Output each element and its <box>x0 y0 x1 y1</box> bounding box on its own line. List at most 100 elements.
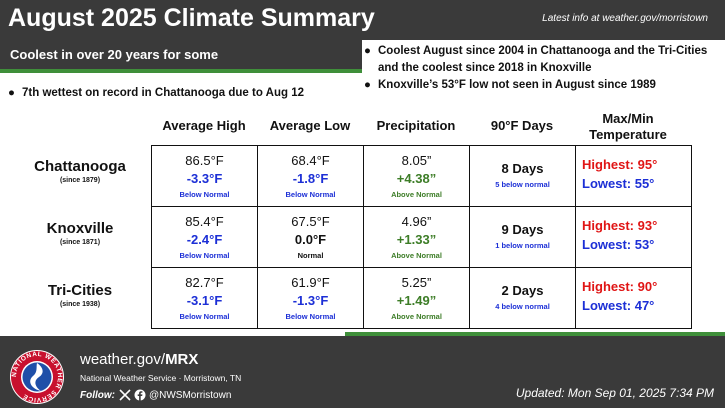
maxmin-cell: Highest: 95° Lowest: 55° <box>575 145 692 207</box>
value: 8.05” <box>401 153 432 168</box>
office-name: National Weather Service · Morristown, T… <box>80 373 242 383</box>
social-follow: Follow: @NWSMorristown <box>80 389 231 401</box>
days90-cell: 8 Days 5 below normal <box>469 145 576 207</box>
avg-high-cell: 82.7°F -3.1°F Below Normal <box>151 267 258 329</box>
status: Above Normal <box>391 251 442 260</box>
value: 82.7°F <box>185 275 224 290</box>
avg-high-cell: 86.5°F -3.3°F Below Normal <box>151 145 258 207</box>
bullet-symbol: ● <box>8 87 15 99</box>
highlight-text: 7th wettest on record in Chattanooga due… <box>22 87 304 99</box>
lowest-temp: Lowest: 55° <box>582 176 655 191</box>
row-label-knoxville: Knoxville (since 1871) <box>20 220 140 248</box>
lowest-temp: Lowest: 53° <box>582 237 655 252</box>
footer-bar <box>0 336 725 408</box>
value: 8 Days <box>501 161 544 176</box>
status: Below Normal <box>285 312 336 321</box>
highlight-item: ● Coolest August since 2004 in Chattanoo… <box>364 43 722 77</box>
status: Normal <box>297 251 324 260</box>
avg-low-cell: 61.9°F -1.3°F Below Normal <box>257 267 364 329</box>
column-header-max-min: Max/Min Temperature <box>589 111 667 142</box>
value: 85.4°F <box>185 214 224 229</box>
departure: +1.33” <box>396 232 437 247</box>
x-icon[interactable] <box>119 389 131 401</box>
days90-cell: 9 Days 1 below normal <box>469 206 576 268</box>
footer-accent-stripe <box>345 332 725 336</box>
updated-timestamp: Updated: Mon Sep 01, 2025 7:34 PM <box>515 386 714 400</box>
status: Above Normal <box>391 312 442 321</box>
departure: +1.49” <box>396 293 437 308</box>
column-header-average-low: Average Low <box>269 118 351 133</box>
precip-cell: 8.05” +4.38” Above Normal <box>363 145 470 207</box>
record-since: (since 1871) <box>59 239 101 246</box>
bullet-symbol: ● <box>364 79 371 91</box>
table-row: 82.7°F -3.1°F Below Normal 61.9°F -1.3°F… <box>151 267 692 329</box>
avg-low-cell: 67.5°F 0.0°F Normal <box>257 206 364 268</box>
value: 9 Days <box>501 222 544 237</box>
precip-cell: 4.96” +1.33” Above Normal <box>363 206 470 268</box>
avg-high-cell: 85.4°F -2.4°F Below Normal <box>151 206 258 268</box>
office-website[interactable]: weather.gov/MRX <box>80 351 198 368</box>
highest-temp: Highest: 95° <box>582 157 658 172</box>
facebook-icon[interactable] <box>134 389 146 401</box>
highest-temp: Highest: 90° <box>582 279 658 294</box>
value: 67.5°F <box>291 214 330 229</box>
status: Below Normal <box>285 190 336 199</box>
column-header-average-high: Average High <box>162 118 246 133</box>
climate-table: 86.5°F -3.3°F Below Normal 68.4°F -1.8°F… <box>151 145 692 329</box>
value: 5.25” <box>401 275 432 290</box>
subtitle-bar <box>0 40 362 69</box>
note: 4 below normal <box>495 302 550 311</box>
follow-label: Follow: <box>80 389 115 401</box>
subtitle-accent-stripe <box>0 69 362 73</box>
value: 61.9°F <box>291 275 330 290</box>
status: Below Normal <box>179 251 230 260</box>
page-title: August 2025 Climate Summary <box>8 4 375 32</box>
maxmin-cell: Highest: 90° Lowest: 47° <box>575 267 692 329</box>
maxmin-cell: Highest: 93° Lowest: 53° <box>575 206 692 268</box>
value: 2 Days <box>501 283 544 298</box>
city-name: Chattanooga <box>34 158 126 175</box>
column-header-90f-days: 90°F Days <box>490 118 554 133</box>
latest-info-text: Latest info at weather.gov/morristown <box>542 13 708 24</box>
value: 86.5°F <box>185 153 224 168</box>
row-label-tri-cities: Tri-Cities (since 1938) <box>20 282 140 310</box>
departure: +4.38” <box>396 171 437 186</box>
highlight-item: ● 7th wettest on record in Chattanooga d… <box>8 87 304 99</box>
highlight-text: Coolest August since 2004 in Chattanooga… <box>378 45 708 74</box>
record-since: (since 1879) <box>59 177 101 184</box>
departure: -3.3°F <box>186 171 223 186</box>
subtitle: Coolest in over 20 years for some <box>10 47 219 62</box>
table-row: 86.5°F -3.3°F Below Normal 68.4°F -1.8°F… <box>151 145 692 207</box>
value: 68.4°F <box>291 153 330 168</box>
site-prefix: weather.gov/ <box>80 351 166 368</box>
note: 5 below normal <box>495 180 550 189</box>
status: Above Normal <box>391 190 442 199</box>
record-since: (since 1938) <box>59 301 101 308</box>
value: 4.96” <box>401 214 432 229</box>
lowest-temp: Lowest: 47° <box>582 298 655 313</box>
highlight-text: Knoxville’s 53°F low not seen in August … <box>378 79 656 91</box>
highest-temp: Highest: 93° <box>582 218 658 233</box>
bullet-symbol: ● <box>364 45 371 57</box>
departure: 0.0°F <box>294 232 327 247</box>
city-name: Knoxville <box>46 220 114 237</box>
site-office: MRX <box>165 351 199 368</box>
table-row: 85.4°F -2.4°F Below Normal 67.5°F 0.0°F … <box>151 206 692 268</box>
days90-cell: 2 Days 4 below normal <box>469 267 576 329</box>
status: Below Normal <box>179 312 230 321</box>
departure: -1.8°F <box>292 171 329 186</box>
departure: -1.3°F <box>292 293 329 308</box>
highlights-list: ● Coolest August since 2004 in Chattanoo… <box>364 43 722 94</box>
precip-cell: 5.25” +1.49” Above Normal <box>363 267 470 329</box>
departure: -3.1°F <box>186 293 223 308</box>
avg-low-cell: 68.4°F -1.8°F Below Normal <box>257 145 364 207</box>
city-name: Tri-Cities <box>47 282 113 299</box>
header-bar <box>0 0 725 40</box>
column-header-precipitation: Precipitation <box>376 118 456 133</box>
note: 1 below normal <box>495 241 550 250</box>
social-handle[interactable]: @NWSMorristown <box>149 389 232 401</box>
highlight-item: ● Knoxville’s 53°F low not seen in Augus… <box>364 77 722 94</box>
departure: -2.4°F <box>186 232 223 247</box>
nws-logo-icon: NATIONAL WEATHER SERVICE <box>10 350 64 404</box>
row-label-chattanooga: Chattanooga (since 1879) <box>20 158 140 186</box>
